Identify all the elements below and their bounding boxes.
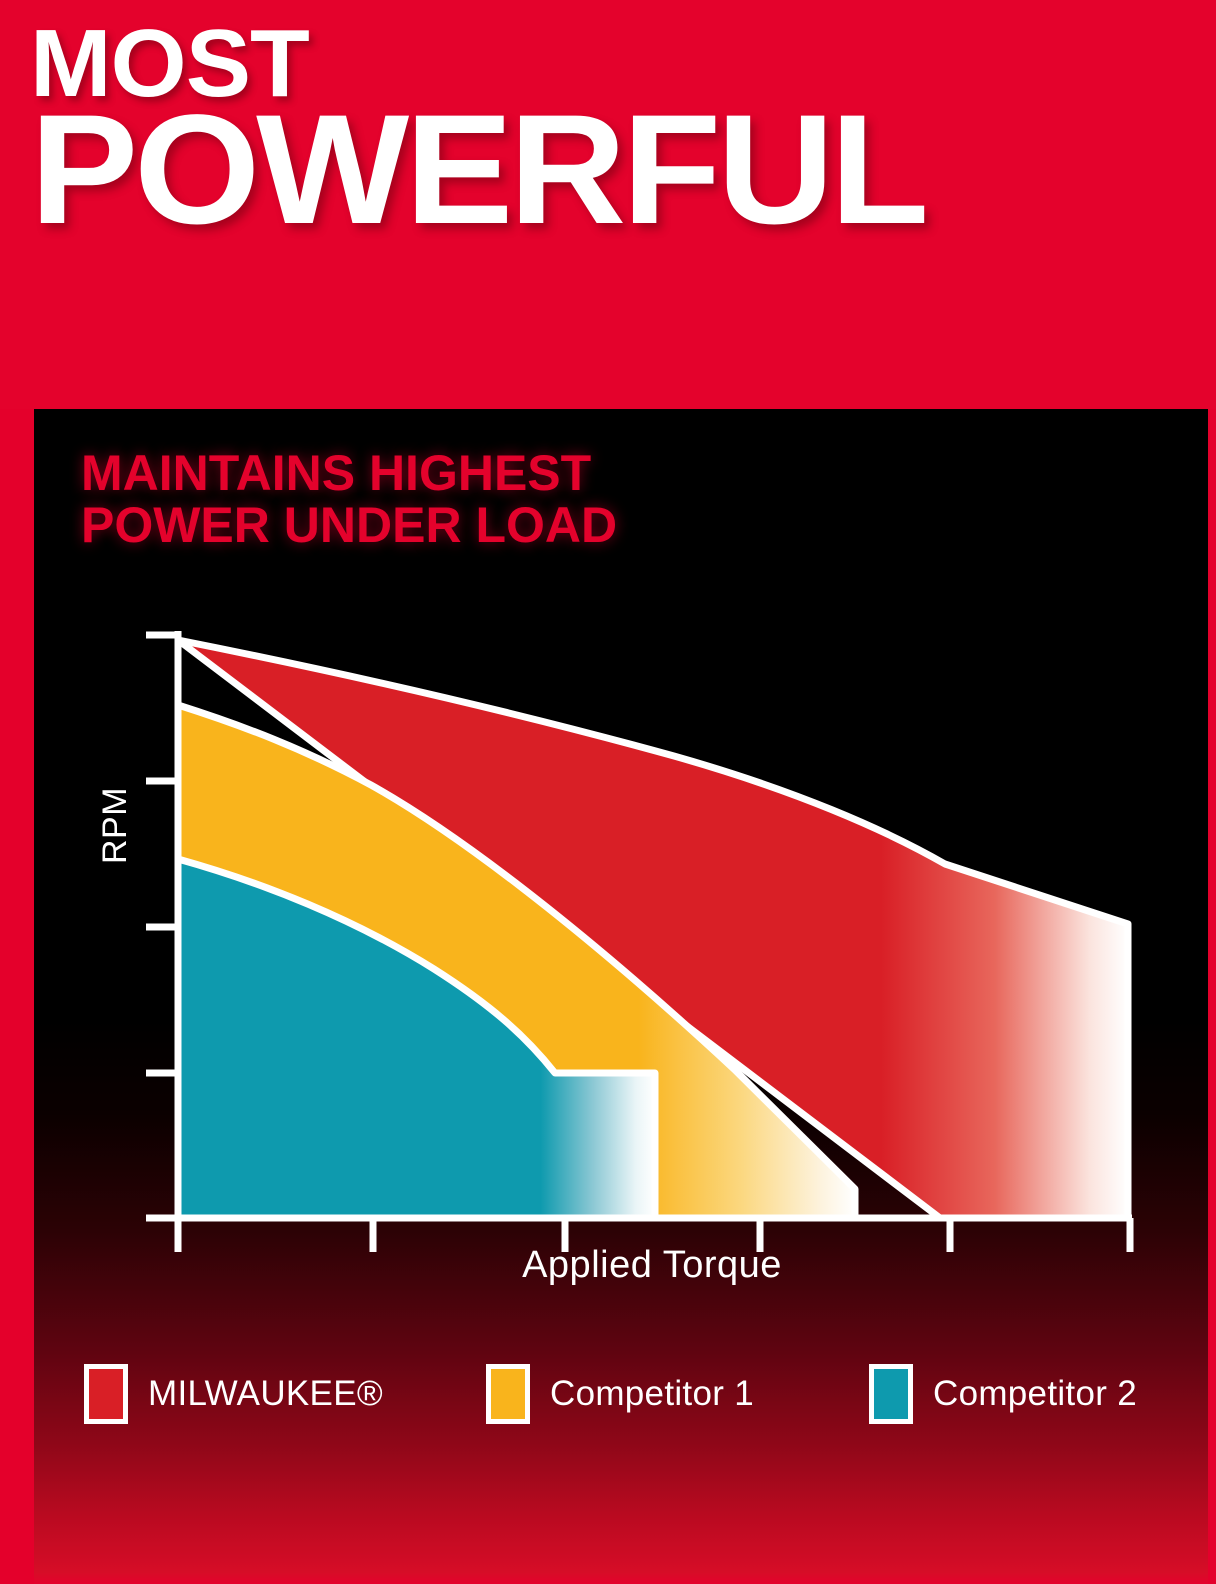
- chart-panel: MAINTAINS HIGHEST POWER UNDER LOAD: [34, 409, 1208, 1584]
- legend-item-milwaukee[interactable]: MILWAUKEE®: [84, 1364, 383, 1424]
- hero-banner: MOST POWERFUL: [0, 0, 1216, 409]
- legend-label-milwaukee: MILWAUKEE®: [148, 1374, 383, 1413]
- series-area-competitor-2: [174, 855, 659, 1222]
- chart-area: RPM Applied Torque: [34, 409, 1208, 1584]
- y-axis-label: RPM: [96, 786, 134, 864]
- legend-label-competitor-1: Competitor 1: [550, 1374, 754, 1413]
- legend-label-competitor-2: Competitor 2: [933, 1374, 1137, 1413]
- legend-swatch-milwaukee: [84, 1364, 128, 1424]
- x-axis-label-text: Applied Torque: [522, 1244, 782, 1286]
- legend-swatch-competitor-1: [486, 1364, 530, 1424]
- legend-item-competitor-2[interactable]: Competitor 2: [869, 1364, 1137, 1424]
- x-axis-label: Applied Torque: [34, 1244, 1208, 1287]
- legend-swatch-competitor-2: [869, 1364, 913, 1424]
- headline-line-1: MOST: [30, 10, 310, 117]
- power-under-load-area-chart: [146, 631, 1134, 1252]
- y-axis-ticks: [146, 631, 180, 1222]
- chart-legend: MILWAUKEE® Competitor 1 Competitor 2: [34, 1364, 1208, 1454]
- hero-inner: MOST POWERFUL: [30, 15, 1190, 248]
- series-area-milwaukee: [174, 636, 1132, 1222]
- x-axis-ticks: [174, 1218, 1134, 1252]
- legend-item-competitor-1[interactable]: Competitor 1: [486, 1364, 754, 1424]
- panel-title: MAINTAINS HIGHEST POWER UNDER LOAD: [81, 445, 618, 553]
- headline-line-2: POWERFUL: [30, 83, 929, 258]
